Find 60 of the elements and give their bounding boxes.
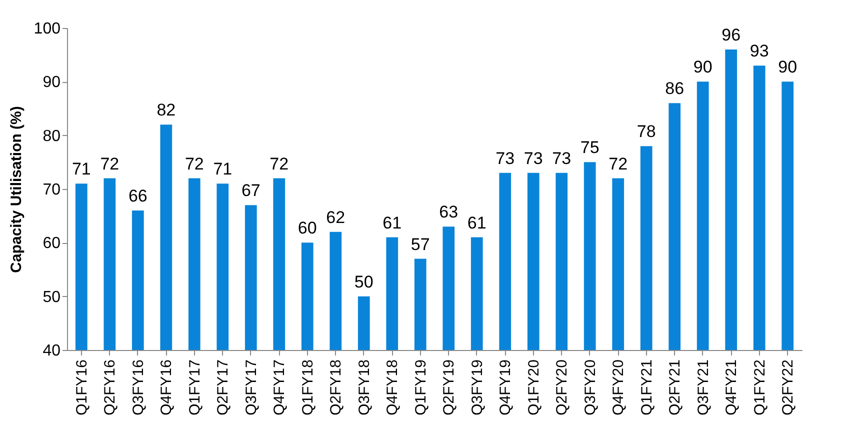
data-label: 61 bbox=[467, 213, 486, 232]
x-tick-label: Q4FY16 bbox=[158, 360, 176, 416]
x-tick-label: Q4FY17 bbox=[271, 360, 288, 416]
data-label: 73 bbox=[496, 148, 515, 168]
y-tick-label: 90 bbox=[42, 74, 61, 92]
data-label: 96 bbox=[722, 25, 741, 44]
x-tick-label: Q3FY18 bbox=[356, 360, 373, 416]
data-label: 73 bbox=[552, 148, 572, 168]
data-label: 82 bbox=[156, 100, 176, 120]
y-tick-label: 50 bbox=[42, 288, 61, 306]
data-label: 71 bbox=[213, 160, 232, 179]
x-tick-label: Q2FY18 bbox=[328, 360, 345, 416]
data-label: 73 bbox=[524, 148, 543, 168]
data-label: 66 bbox=[128, 186, 148, 206]
x-tick-label: Q1FY21 bbox=[638, 360, 656, 416]
data-label: 72 bbox=[100, 154, 120, 174]
data-label: 62 bbox=[326, 208, 346, 227]
data-label: 90 bbox=[778, 58, 798, 77]
y-tick-label: 70 bbox=[42, 182, 61, 198]
x-tick-label: Q1FY17 bbox=[186, 360, 204, 416]
data-label: 50 bbox=[354, 272, 374, 292]
y-tick-label: 80 bbox=[42, 128, 61, 145]
data-label: 75 bbox=[580, 138, 600, 158]
x-tick-label: Q3FY19 bbox=[468, 360, 486, 416]
data-label: 71 bbox=[72, 160, 91, 179]
y-tick-label: 60 bbox=[42, 235, 61, 252]
x-tick-label: Q4FY20 bbox=[610, 360, 628, 416]
y-axis-title: Capacity Utilisation (%) bbox=[8, 106, 25, 273]
data-label: 78 bbox=[636, 122, 656, 142]
x-tick-label: Q2FY22 bbox=[780, 360, 797, 416]
x-tick-label: Q1FY20 bbox=[525, 360, 542, 416]
data-label: 93 bbox=[750, 42, 769, 61]
x-tick-label: Q2FY19 bbox=[440, 360, 458, 416]
y-tick-label: 100 bbox=[34, 20, 61, 38]
x-tick-label: Q2FY16 bbox=[102, 360, 119, 416]
x-tick-label: Q3FY21 bbox=[694, 360, 712, 416]
x-tick-label: Q2FY17 bbox=[214, 360, 232, 416]
data-label: 63 bbox=[439, 202, 458, 222]
data-label: 72 bbox=[608, 154, 628, 174]
x-tick-label: Q1FY18 bbox=[299, 360, 316, 416]
x-tick-label: Q3FY20 bbox=[582, 360, 599, 416]
x-tick-label: Q4FY19 bbox=[497, 360, 514, 416]
data-label: 90 bbox=[693, 58, 712, 77]
data-label: 72 bbox=[270, 154, 289, 174]
y-tick-label: 40 bbox=[42, 342, 61, 360]
x-tick-label: Q1FY16 bbox=[73, 360, 90, 416]
x-tick-label: Q1FY19 bbox=[412, 360, 430, 416]
x-tick-label: Q2FY21 bbox=[666, 360, 684, 416]
data-label: 57 bbox=[410, 234, 430, 254]
x-tick-label: Q4FY21 bbox=[723, 360, 740, 416]
x-tick-label: Q3FY16 bbox=[130, 360, 147, 416]
x-tick-label: Q1FY22 bbox=[751, 360, 768, 416]
x-tick-label: Q4FY18 bbox=[384, 360, 402, 416]
data-label: 61 bbox=[382, 213, 402, 232]
data-label: 72 bbox=[184, 154, 204, 174]
data-label: 67 bbox=[241, 181, 260, 200]
data-label: 60 bbox=[298, 218, 317, 238]
x-tick-label: Q3FY17 bbox=[242, 360, 260, 416]
data-label: 86 bbox=[665, 79, 684, 98]
x-tick-label: Q2FY20 bbox=[554, 360, 571, 416]
